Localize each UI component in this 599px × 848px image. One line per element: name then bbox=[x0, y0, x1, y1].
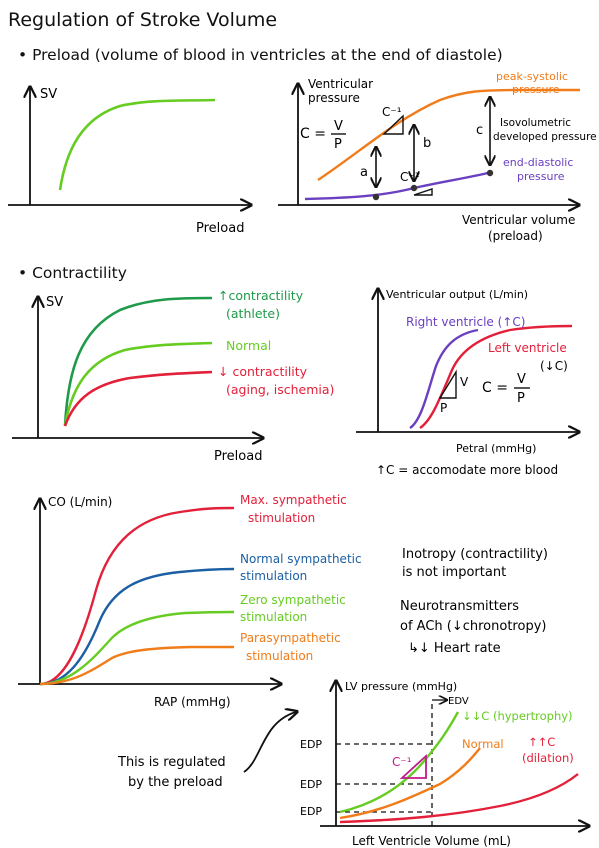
regulated-note-2: by the preload bbox=[128, 775, 223, 790]
inotropy-note-2: is not important bbox=[402, 565, 506, 580]
end-diastolic-label-1: end-diastolic bbox=[503, 156, 573, 169]
left-ventricle-curve bbox=[419, 324, 573, 429]
edp-point-1 bbox=[372, 193, 380, 201]
edp-label-top: EDP bbox=[300, 738, 322, 751]
neurotransmitter-note-3: ↳↓ Heart rate bbox=[408, 641, 501, 656]
arrow-a-label: a bbox=[360, 165, 368, 180]
g2-x-label-2: (preload) bbox=[488, 229, 543, 243]
peak-systolic-label-2: pressure bbox=[512, 83, 560, 96]
compliance-formula-num: V bbox=[334, 119, 343, 134]
compliance-formula-den: P bbox=[334, 137, 342, 152]
normal-sympathetic-curve bbox=[39, 567, 235, 686]
normal-contractility-curve bbox=[63, 341, 213, 427]
right-ventricle-curve bbox=[409, 328, 479, 429]
peak-systolic-curve bbox=[317, 88, 580, 181]
page-title: Regulation of Stroke Volume bbox=[8, 9, 277, 31]
dilation-label-2: (dilation) bbox=[522, 751, 574, 765]
isovolumetric-label-1: Isovolumetric bbox=[500, 117, 571, 129]
slope-triangle-top bbox=[382, 114, 404, 135]
inotropy-note-1: Inotropy (contractility) bbox=[402, 547, 548, 562]
normal-sympathetic-label-2: stimulation bbox=[240, 569, 307, 583]
contractility-heading: • Contractility bbox=[18, 264, 127, 282]
slope-p-mark: P bbox=[440, 401, 447, 415]
parasympathetic-label-2: stimulation bbox=[246, 649, 313, 663]
max-sympathetic-curve bbox=[39, 506, 235, 686]
neurotransmitter-note-2: of ACh (↓chronotropy) bbox=[400, 619, 546, 634]
arrow-c-label: c bbox=[476, 123, 483, 138]
aging-label-2: (aging, ischemia) bbox=[226, 382, 334, 397]
compliance-formula-lhs: C = bbox=[300, 126, 326, 142]
decreased-contractility-curve bbox=[63, 370, 213, 427]
dilation-curve bbox=[339, 773, 579, 824]
athlete-label-1: ↑contractility bbox=[218, 288, 304, 303]
slope-v-mark: V bbox=[460, 375, 469, 389]
compliance-note: ↑C = accomodate more blood bbox=[376, 463, 558, 477]
isovolumetric-label-2: developed pressure bbox=[493, 131, 597, 143]
parasympathetic-curve bbox=[39, 645, 234, 686]
compliance-inverse-label: C⁻¹ bbox=[392, 755, 412, 769]
g1-y-label: SV bbox=[40, 87, 57, 102]
dilation-label-1: ↑↑C bbox=[528, 735, 555, 749]
preload-heading: • Preload (volume of blood in ventricles… bbox=[18, 46, 503, 64]
left-ventricle-label-1: Left ventricle bbox=[488, 341, 567, 355]
g5-y-label: CO (L/min) bbox=[48, 495, 112, 509]
g4-formula-den: P bbox=[517, 391, 525, 406]
sv-preload-curve bbox=[58, 98, 216, 191]
normal-label: Normal bbox=[226, 338, 271, 353]
athlete-label-2: (athlete) bbox=[226, 306, 280, 321]
parasympathetic-label-1: Parasympathetic bbox=[240, 631, 341, 645]
zero-sympathetic-curve bbox=[39, 610, 235, 686]
g3-y-label: SV bbox=[46, 295, 63, 310]
g6-x-label: Left Ventricle Volume (mL) bbox=[352, 834, 511, 848]
hypertrophy-curve bbox=[339, 711, 460, 814]
left-ventricle-label-2: (↓C) bbox=[540, 359, 568, 373]
g2-x-label-1: Ventricular volume bbox=[462, 213, 575, 227]
arrow-b-label: b bbox=[423, 136, 431, 151]
g4-formula-num: V bbox=[517, 372, 526, 387]
sv-contractility-graph: SV Preload ↑contractility (athlete) Norm… bbox=[12, 288, 334, 464]
normal-sympathetic-label-1: Normal sympathetic bbox=[240, 552, 362, 566]
edp-point-2 bbox=[410, 184, 418, 192]
ventricular-output-graph: Ventricular output (L/min) Petral (mmHg)… bbox=[356, 288, 578, 477]
hypertrophy-label: ↓↓C (hypertrophy) bbox=[462, 709, 573, 723]
zero-sympathetic-label-1: Zero sympathetic bbox=[240, 593, 346, 607]
c-inverse-top: C⁻¹ bbox=[382, 105, 402, 119]
g4-formula-lhs: C = bbox=[482, 380, 508, 396]
aging-label-1: ↓ contractility bbox=[218, 364, 308, 379]
g1-x-label: Preload bbox=[196, 221, 244, 236]
max-sympathetic-label-2: stimulation bbox=[248, 511, 315, 525]
lv-slope-triangle bbox=[438, 369, 457, 399]
g4-y-label: Ventricular output (L/min) bbox=[386, 288, 528, 301]
g2-y-label-1: Ventricular bbox=[308, 77, 373, 91]
slope-triangle-bottom bbox=[413, 188, 433, 196]
lv-pressure-volume-graph: LV pressure (mmHg) Left Ventricle Volume… bbox=[300, 680, 588, 848]
edp-label-mid: EDP bbox=[300, 778, 322, 791]
g2-y-label-2: pressure bbox=[308, 91, 360, 105]
normal-lv-curve bbox=[339, 747, 481, 820]
g6-y-label: LV pressure (mmHg) bbox=[345, 680, 457, 693]
end-diastolic-curve bbox=[304, 170, 493, 201]
compliance-triangle bbox=[399, 753, 427, 779]
g3-x-label: Preload bbox=[214, 449, 262, 464]
zero-sympathetic-label-2: stimulation bbox=[240, 610, 307, 624]
g4-x-label: Petral (mmHg) bbox=[456, 442, 536, 455]
peak-systolic-label-1: peak-systolic bbox=[496, 70, 568, 83]
normal-lv-label: Normal bbox=[462, 737, 504, 751]
max-sympathetic-label-1: Max. sympathetic bbox=[240, 493, 347, 507]
c-inverse-bottom: C⁻¹ bbox=[400, 170, 420, 184]
pressure-volume-graph: Ventricular pressure Ventricular volume … bbox=[278, 70, 597, 243]
neurotransmitter-note-1: Neurotransmitters bbox=[400, 599, 519, 614]
end-diastolic-label-2: pressure bbox=[517, 170, 565, 183]
g5-x-label: RAP (mmHg) bbox=[154, 695, 231, 709]
edv-label: EDV bbox=[448, 696, 469, 707]
right-ventricle-label: Right ventricle (↑C) bbox=[406, 315, 525, 329]
sv-preload-graph: SV Preload bbox=[8, 87, 250, 236]
regulated-note-1: This is regulated bbox=[117, 755, 226, 770]
increased-contractility-curve bbox=[63, 296, 213, 427]
co-rap-graph: CO (L/min) RAP (mmHg) Max. sympathetic s… bbox=[18, 493, 362, 709]
regulated-pointer-arrow bbox=[243, 712, 296, 773]
edp-label-low: EDP bbox=[300, 805, 322, 818]
edp-point-3 bbox=[486, 169, 494, 177]
